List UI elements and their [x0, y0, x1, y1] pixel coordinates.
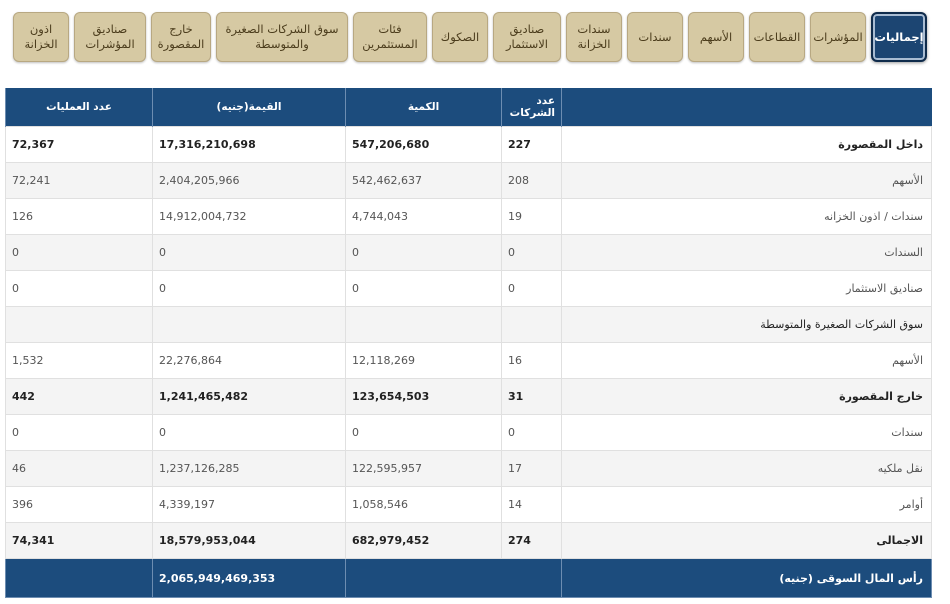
cell-value: 2,404,205,966	[152, 162, 346, 199]
header-quantity: الكمية	[345, 88, 502, 127]
header-companies: عدد الشركات	[501, 88, 562, 127]
row-label: سندات	[561, 414, 932, 451]
cell-trades	[5, 306, 153, 343]
table-row: سوق الشركات الصغيرة والمتوسطة	[5, 306, 932, 343]
cell-companies: 31	[501, 378, 562, 415]
cell-quantity: 0	[345, 414, 502, 451]
cell-companies: 0	[501, 234, 562, 271]
cell-trades: 442	[5, 378, 153, 415]
cell-quantity: 682,979,452	[345, 522, 502, 559]
cell-companies: 14	[501, 486, 562, 523]
cell-value: 18,579,953,044	[152, 522, 346, 559]
tab-investment-funds[interactable]: صناديق الاستثمار	[493, 12, 561, 62]
cell-companies: 19	[501, 198, 562, 235]
cell-companies	[501, 306, 562, 343]
cell-quantity: 122,595,957	[345, 450, 502, 487]
row-label: الاجمالى	[561, 522, 932, 559]
table-row: خارج المقصورة 31 123,654,503 1,241,465,4…	[5, 378, 932, 415]
tab-sectors[interactable]: القطاعات	[749, 12, 805, 62]
table-row: نقل ملكيه 17 122,595,957 1,237,126,285 4…	[5, 450, 932, 487]
row-label: سندات / اذون الخزانه	[561, 198, 932, 235]
market-tabs: إجماليات المؤشرات القطاعات الأسهم سندات …	[6, 12, 927, 62]
cell-value	[152, 306, 346, 343]
table-row: الأسهم 16 12,118,269 22,276,864 1,532	[5, 342, 932, 379]
market-cap-spacer	[345, 558, 562, 598]
cell-quantity: 123,654,503	[345, 378, 502, 415]
cell-trades: 396	[5, 486, 153, 523]
cell-quantity: 12,118,269	[345, 342, 502, 379]
row-label: السندات	[561, 234, 932, 271]
table-row: سندات 0 0 0 0	[5, 414, 932, 451]
tab-treasury-bonds[interactable]: سندات الخزانة	[566, 12, 622, 62]
cell-value: 0	[152, 234, 346, 271]
row-label: سوق الشركات الصغيرة والمتوسطة	[561, 306, 932, 343]
table-row: سندات / اذون الخزانه 19 4,744,043 14,912…	[5, 198, 932, 235]
cell-companies: 0	[501, 414, 562, 451]
market-cap-value: 2,065,949,469,353	[152, 558, 346, 598]
cell-companies: 208	[501, 162, 562, 199]
cell-quantity: 1,058,546	[345, 486, 502, 523]
cell-trades: 72,367	[5, 126, 153, 163]
table-row: داخل المقصورة 227 547,206,680 17,316,210…	[5, 126, 932, 163]
tab-off-exchange[interactable]: خارج المقصورة	[151, 12, 211, 62]
cell-value: 1,237,126,285	[152, 450, 346, 487]
table-row: أوامر 14 1,058,546 4,339,197 396	[5, 486, 932, 523]
table-row: الأسهم 208 542,462,637 2,404,205,966 72,…	[5, 162, 932, 199]
cell-value: 0	[152, 270, 346, 307]
market-cap-label: رأس المال السوقى (جنيه)	[561, 558, 932, 598]
cell-trades: 126	[5, 198, 153, 235]
row-label: الأسهم	[561, 342, 932, 379]
tab-totals[interactable]: إجماليات	[871, 12, 927, 62]
row-label: داخل المقصورة	[561, 126, 932, 163]
totals-table-wrapper: عدد الشركات الكمية القيمة(جنيه) عدد العم…	[5, 88, 932, 598]
tab-indices[interactable]: المؤشرات	[810, 12, 866, 62]
cell-trades: 0	[5, 234, 153, 271]
cell-quantity: 0	[345, 270, 502, 307]
cell-quantity: 542,462,637	[345, 162, 502, 199]
header-label	[561, 88, 932, 127]
cell-companies: 17	[501, 450, 562, 487]
header-value: القيمة(جنيه)	[152, 88, 346, 127]
totals-table: عدد الشركات الكمية القيمة(جنيه) عدد العم…	[5, 88, 932, 598]
row-label: خارج المقصورة	[561, 378, 932, 415]
cell-value: 17,316,210,698	[152, 126, 346, 163]
row-label: الأسهم	[561, 162, 932, 199]
cell-value: 1,241,465,482	[152, 378, 346, 415]
tab-investor-categories[interactable]: فئات المستثمرين	[353, 12, 427, 62]
row-label: صناديق الاستثمار	[561, 270, 932, 307]
tab-treasury-bills[interactable]: اذون الخزانة	[13, 12, 69, 62]
header-trades: عدد العمليات	[5, 88, 153, 127]
table-row-total: الاجمالى 274 682,979,452 18,579,953,044 …	[5, 522, 932, 559]
cell-quantity: 547,206,680	[345, 126, 502, 163]
cell-value: 4,339,197	[152, 486, 346, 523]
tab-etfs[interactable]: صناديق المؤشرات	[74, 12, 146, 62]
table-header-row: عدد الشركات الكمية القيمة(جنيه) عدد العم…	[5, 88, 932, 127]
market-cap-row: رأس المال السوقى (جنيه) 2,065,949,469,35…	[5, 558, 932, 598]
tab-bonds[interactable]: سندات	[627, 12, 683, 62]
market-cap-empty	[5, 558, 153, 598]
row-label: نقل ملكيه	[561, 450, 932, 487]
cell-companies: 16	[501, 342, 562, 379]
cell-trades: 74,341	[5, 522, 153, 559]
cell-trades: 0	[5, 414, 153, 451]
row-label: أوامر	[561, 486, 932, 523]
cell-companies: 0	[501, 270, 562, 307]
cell-trades: 46	[5, 450, 153, 487]
tab-sme-market[interactable]: سوق الشركات الصغيرة والمتوسطة	[216, 12, 348, 62]
cell-value: 22,276,864	[152, 342, 346, 379]
cell-quantity	[345, 306, 502, 343]
table-row: السندات 0 0 0 0	[5, 234, 932, 271]
cell-trades: 0	[5, 270, 153, 307]
cell-companies: 274	[501, 522, 562, 559]
cell-value: 14,912,004,732	[152, 198, 346, 235]
cell-companies: 227	[501, 126, 562, 163]
cell-trades: 72,241	[5, 162, 153, 199]
tab-sukuk[interactable]: الصكوك	[432, 12, 488, 62]
cell-value: 0	[152, 414, 346, 451]
cell-quantity: 0	[345, 234, 502, 271]
cell-trades: 1,532	[5, 342, 153, 379]
cell-quantity: 4,744,043	[345, 198, 502, 235]
tab-stocks[interactable]: الأسهم	[688, 12, 744, 62]
table-row: صناديق الاستثمار 0 0 0 0	[5, 270, 932, 307]
